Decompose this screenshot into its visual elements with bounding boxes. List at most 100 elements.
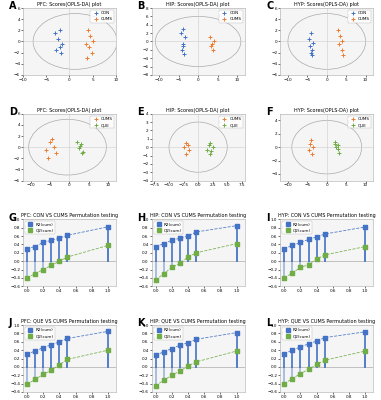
Legend: CON, CUMS: CON, CUMS	[347, 10, 371, 23]
Point	[193, 229, 199, 235]
Point	[185, 340, 191, 346]
Point	[64, 254, 70, 260]
Point	[177, 260, 183, 266]
Point	[32, 348, 38, 354]
Point	[362, 243, 368, 250]
Legend: CON, CUMS: CON, CUMS	[219, 10, 243, 23]
Point	[362, 328, 368, 335]
Point	[169, 345, 175, 352]
Point	[24, 381, 30, 388]
Point	[185, 254, 191, 260]
Point	[193, 250, 199, 256]
Point	[105, 224, 111, 230]
Point	[48, 367, 54, 374]
Point	[281, 350, 287, 357]
Point	[32, 270, 38, 277]
Title: PFC: Scores(OPLS-DA) plot: PFC: Scores(OPLS-DA) plot	[37, 2, 102, 7]
Legend: R2(cum), Q2(cum): R2(cum), Q2(cum)	[282, 222, 312, 234]
Legend: R2(cum), Q2(cum): R2(cum), Q2(cum)	[282, 327, 312, 340]
Point	[234, 330, 240, 336]
Point	[234, 222, 240, 229]
Legend: R2(cum), Q2(cum): R2(cum), Q2(cum)	[25, 222, 55, 234]
Point	[56, 362, 62, 368]
Point	[234, 240, 240, 247]
Point	[152, 352, 158, 358]
Point	[152, 277, 158, 283]
Point	[281, 246, 287, 252]
Point	[185, 363, 191, 369]
Point	[152, 382, 158, 389]
Point	[105, 242, 111, 249]
Title: HIP: Scores(OPLS-DA) plot: HIP: Scores(OPLS-DA) plot	[166, 108, 230, 113]
Point	[40, 266, 46, 273]
Legend: CUMS, QUE: CUMS, QUE	[90, 116, 114, 128]
Point	[289, 270, 295, 276]
Point	[314, 234, 320, 240]
Title: HIP: QUE VS CUMS Permutation testing: HIP: QUE VS CUMS Permutation testing	[150, 319, 246, 324]
Point	[48, 237, 54, 244]
Point	[314, 256, 320, 262]
Title: HIP: CON VS CUMS Permutation testing: HIP: CON VS CUMS Permutation testing	[150, 213, 246, 218]
Point	[40, 344, 46, 351]
Point	[185, 233, 191, 239]
Point	[177, 342, 183, 348]
Legend: CON, CUMS: CON, CUMS	[90, 10, 114, 23]
Point	[24, 275, 30, 281]
Point	[298, 370, 304, 377]
Title: HYP: Scores(OPLS-DA) plot: HYP: Scores(OPLS-DA) plot	[294, 108, 359, 113]
Text: F: F	[266, 107, 273, 117]
Text: B: B	[138, 1, 145, 11]
Point	[169, 237, 175, 244]
Title: HYP: Scores(OPLS-DA) plot: HYP: Scores(OPLS-DA) plot	[294, 2, 359, 7]
Point	[193, 359, 199, 365]
Title: HYP: QUE VS CUMS Permutation testing: HYP: QUE VS CUMS Permutation testing	[278, 319, 375, 324]
Point	[161, 270, 167, 277]
Point	[161, 377, 167, 384]
Point	[289, 242, 295, 248]
Point	[64, 232, 70, 238]
Point	[362, 224, 368, 230]
Point	[322, 357, 328, 364]
Text: H: H	[138, 213, 146, 223]
Point	[32, 376, 38, 383]
Text: J: J	[9, 318, 12, 328]
Point	[322, 334, 328, 341]
Text: D: D	[9, 107, 17, 117]
Point	[306, 341, 312, 347]
Point	[314, 361, 320, 368]
Point	[362, 348, 368, 354]
Point	[56, 339, 62, 345]
Title: PFC: CON VS CUMS Permutation testing: PFC: CON VS CUMS Permutation testing	[21, 213, 118, 218]
Point	[322, 252, 328, 258]
Point	[40, 371, 46, 378]
Text: E: E	[138, 107, 144, 117]
Point	[48, 262, 54, 268]
Legend: CUMS, QUE: CUMS, QUE	[347, 116, 371, 128]
Legend: CUMS, QUE: CUMS, QUE	[219, 116, 243, 128]
Point	[281, 275, 287, 281]
Point	[298, 264, 304, 271]
Text: L: L	[266, 318, 272, 328]
Point	[289, 376, 295, 382]
Point	[24, 246, 30, 252]
Point	[281, 380, 287, 387]
Point	[322, 231, 328, 237]
Point	[32, 243, 38, 250]
Point	[314, 338, 320, 344]
Point	[298, 344, 304, 350]
Point	[161, 240, 167, 247]
Point	[177, 368, 183, 374]
Point	[40, 239, 46, 246]
Point	[169, 372, 175, 378]
Point	[289, 347, 295, 353]
Point	[64, 335, 70, 342]
Title: PFC: QUE VS CUMS Permutation testing: PFC: QUE VS CUMS Permutation testing	[21, 319, 118, 324]
Text: K: K	[138, 318, 145, 328]
Legend: R2(cum), Q2(cum): R2(cum), Q2(cum)	[154, 327, 183, 340]
Point	[152, 243, 158, 250]
Point	[177, 235, 183, 242]
Point	[161, 349, 167, 355]
Point	[298, 239, 304, 246]
Point	[234, 348, 240, 354]
Point	[306, 261, 312, 268]
